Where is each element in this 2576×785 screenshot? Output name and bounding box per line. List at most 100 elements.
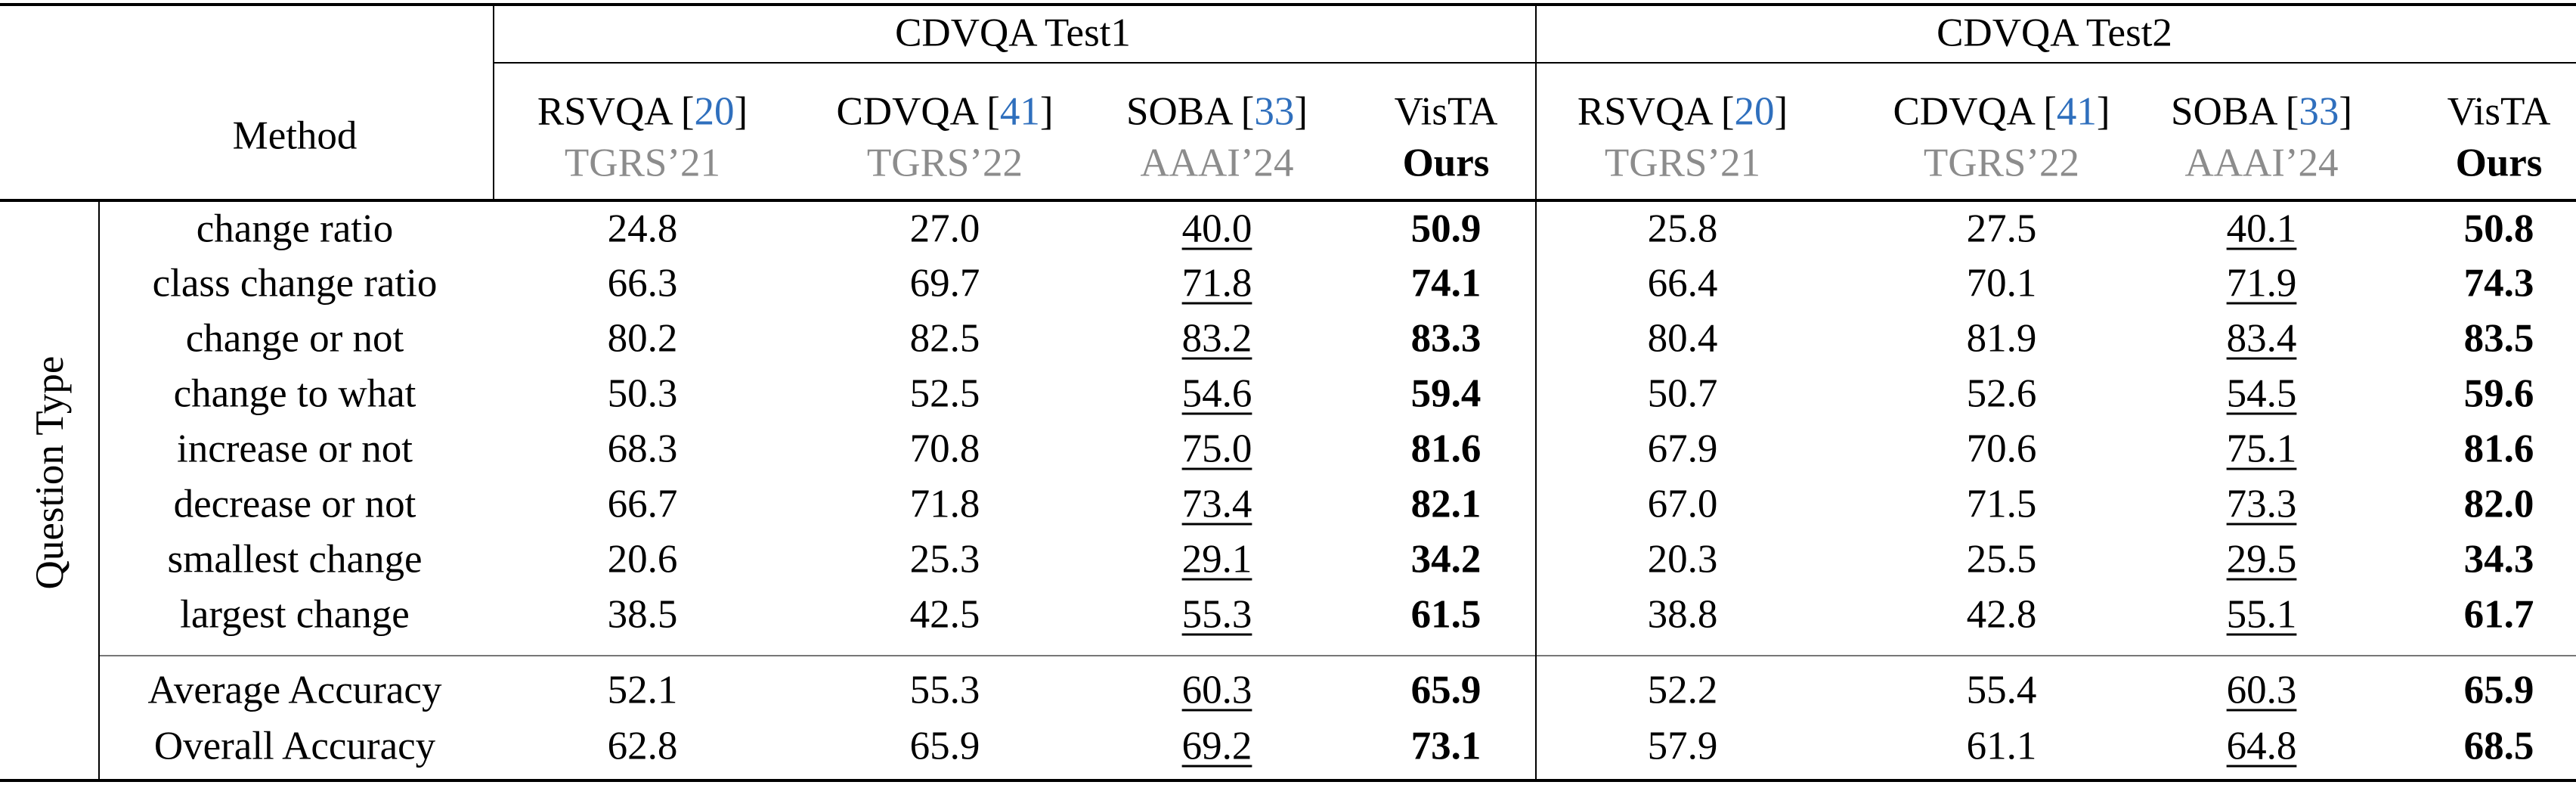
table-row-cell: 34.2 <box>1410 537 1482 582</box>
column-header-2-3: SOBA [33] <box>2170 89 2353 134</box>
table-row-cell: 67.9 <box>1647 427 1718 471</box>
table-row-cell: 59.4 <box>1410 371 1482 416</box>
table-row-cell: 38.8 <box>1647 592 1718 637</box>
table-row-cell: 70.8 <box>909 427 980 471</box>
column-venue-2-2: TGRS’22 <box>1923 141 2080 185</box>
table-row-cell: 20.3 <box>1647 537 1718 582</box>
table-row-cell: 25.5 <box>1966 537 2037 582</box>
table-row-cell: 25.3 <box>909 537 980 582</box>
table-row-cell: 40.1 <box>2226 206 2297 251</box>
table-row-cell: 80.2 <box>607 316 678 361</box>
table-row-cell: 75.1 <box>2226 427 2297 471</box>
table-row-cell: 80.4 <box>1647 316 1718 361</box>
table-row-cell: 29.5 <box>2226 537 2297 582</box>
citation-link[interactable]: 33 <box>2299 89 2339 134</box>
table-row-cell: 83.4 <box>2226 316 2297 361</box>
summary-row-cell: 68.5 <box>2463 724 2534 768</box>
table-row-cell: 73.4 <box>1181 482 1252 526</box>
table-row-cell: 61.5 <box>1410 592 1482 637</box>
column-header-2-4: VisTA <box>2447 89 2551 134</box>
table-row-cell: 55.3 <box>1181 592 1252 637</box>
table-row-cell: 27.0 <box>909 206 980 251</box>
table-row-cell: 75.0 <box>1181 427 1252 471</box>
question-type-divider <box>98 200 100 780</box>
summary-row-cell: 73.1 <box>1410 724 1482 768</box>
citation-link[interactable]: 20 <box>694 89 735 134</box>
summary-row-label: Overall Accuracy <box>153 724 436 768</box>
group-rule <box>493 62 2576 64</box>
bottom-rule <box>0 779 2576 782</box>
table-row-cell: 83.3 <box>1410 316 1482 361</box>
citation-link[interactable]: 41 <box>2056 89 2097 134</box>
column-venue-1-3: AAAI’24 <box>1140 141 1294 185</box>
table-row-label: largest change <box>180 592 410 637</box>
table-row-cell: 38.5 <box>607 592 678 637</box>
summary-row-cell: 57.9 <box>1647 724 1718 768</box>
table-row-label: change ratio <box>196 206 394 251</box>
question-type-label: Question Type <box>28 355 72 590</box>
table-row-cell: 70.6 <box>1966 427 2037 471</box>
table-row-cell: 34.3 <box>2463 537 2534 582</box>
table-row-cell: 71.8 <box>1181 261 1252 306</box>
column-header-1-3: SOBA [33] <box>1125 89 1308 134</box>
table-row-cell: 55.1 <box>2226 592 2297 637</box>
table-row-cell: 82.5 <box>909 316 980 361</box>
citation-link[interactable]: 33 <box>1254 89 1295 134</box>
column-venue-2-3: AAAI’24 <box>2184 141 2339 185</box>
table-row-cell: 66.3 <box>607 261 678 306</box>
table-row-cell: 27.5 <box>1966 206 2037 251</box>
table-row-cell: 52.5 <box>909 371 980 416</box>
table-row-cell: 67.0 <box>1647 482 1718 526</box>
table-row-label: change to what <box>173 371 416 416</box>
table-row-cell: 81.6 <box>1410 427 1482 471</box>
top-rule <box>0 3 2576 6</box>
table-row-cell: 24.8 <box>607 206 678 251</box>
summary-row-cell: 65.9 <box>2463 668 2534 712</box>
table-row-cell: 71.5 <box>1966 482 2037 526</box>
table-row-cell: 83.5 <box>2463 316 2534 361</box>
summary-row-label: Average Accuracy <box>147 668 442 712</box>
table-row-cell: 66.7 <box>607 482 678 526</box>
summary-row-cell: 52.2 <box>1647 668 1718 712</box>
table-row-label: class change ratio <box>152 261 438 306</box>
table-row-cell: 68.3 <box>607 427 678 471</box>
table-row-cell: 54.6 <box>1181 371 1252 416</box>
table-row-label: change or not <box>185 316 404 361</box>
table-row-cell: 29.1 <box>1181 537 1252 582</box>
summary-row-cell: 65.9 <box>909 724 980 768</box>
summary-row-cell: 60.3 <box>2226 668 2297 712</box>
table-row-cell: 61.7 <box>2463 592 2534 637</box>
table-row-cell: 20.6 <box>607 537 678 582</box>
table-row-cell: 42.8 <box>1966 592 2037 637</box>
table-row-label: increase or not <box>177 427 413 471</box>
table-row-cell: 73.3 <box>2226 482 2297 526</box>
table-row-cell: 82.1 <box>1410 482 1482 526</box>
table-row-cell: 71.9 <box>2226 261 2297 306</box>
table-row-cell: 50.7 <box>1647 371 1718 416</box>
method-divider-top <box>493 5 494 199</box>
column-venue-2-1: TGRS’21 <box>1604 141 1761 185</box>
table-row-cell: 83.2 <box>1181 316 1252 361</box>
table-row-cell: 59.6 <box>2463 371 2534 416</box>
group-header-test1: CDVQA Test1 <box>895 11 1131 55</box>
table-row-cell: 40.0 <box>1181 206 1252 251</box>
table-row-cell: 81.6 <box>2463 427 2534 471</box>
table-row-cell: 71.8 <box>909 482 980 526</box>
summary-rule <box>98 655 2576 656</box>
citation-link[interactable]: 20 <box>1734 89 1775 134</box>
table-row-cell: 66.4 <box>1647 261 1718 306</box>
column-header-2-1: RSVQA [20] <box>1577 89 1788 134</box>
summary-row-cell: 65.9 <box>1410 668 1482 712</box>
header-rule <box>0 199 2576 202</box>
citation-link[interactable]: 41 <box>999 89 1040 134</box>
table-row-cell: 70.1 <box>1966 261 2037 306</box>
summary-row-cell: 55.3 <box>909 668 980 712</box>
table-row-cell: 52.6 <box>1966 371 2037 416</box>
summary-row-cell: 61.1 <box>1966 724 2037 768</box>
table-row-cell: 50.8 <box>2463 206 2534 251</box>
group-divider <box>1535 5 1537 780</box>
column-venue-1-2: TGRS’22 <box>866 141 1023 185</box>
summary-row-cell: 55.4 <box>1966 668 2037 712</box>
summary-row-cell: 52.1 <box>607 668 678 712</box>
